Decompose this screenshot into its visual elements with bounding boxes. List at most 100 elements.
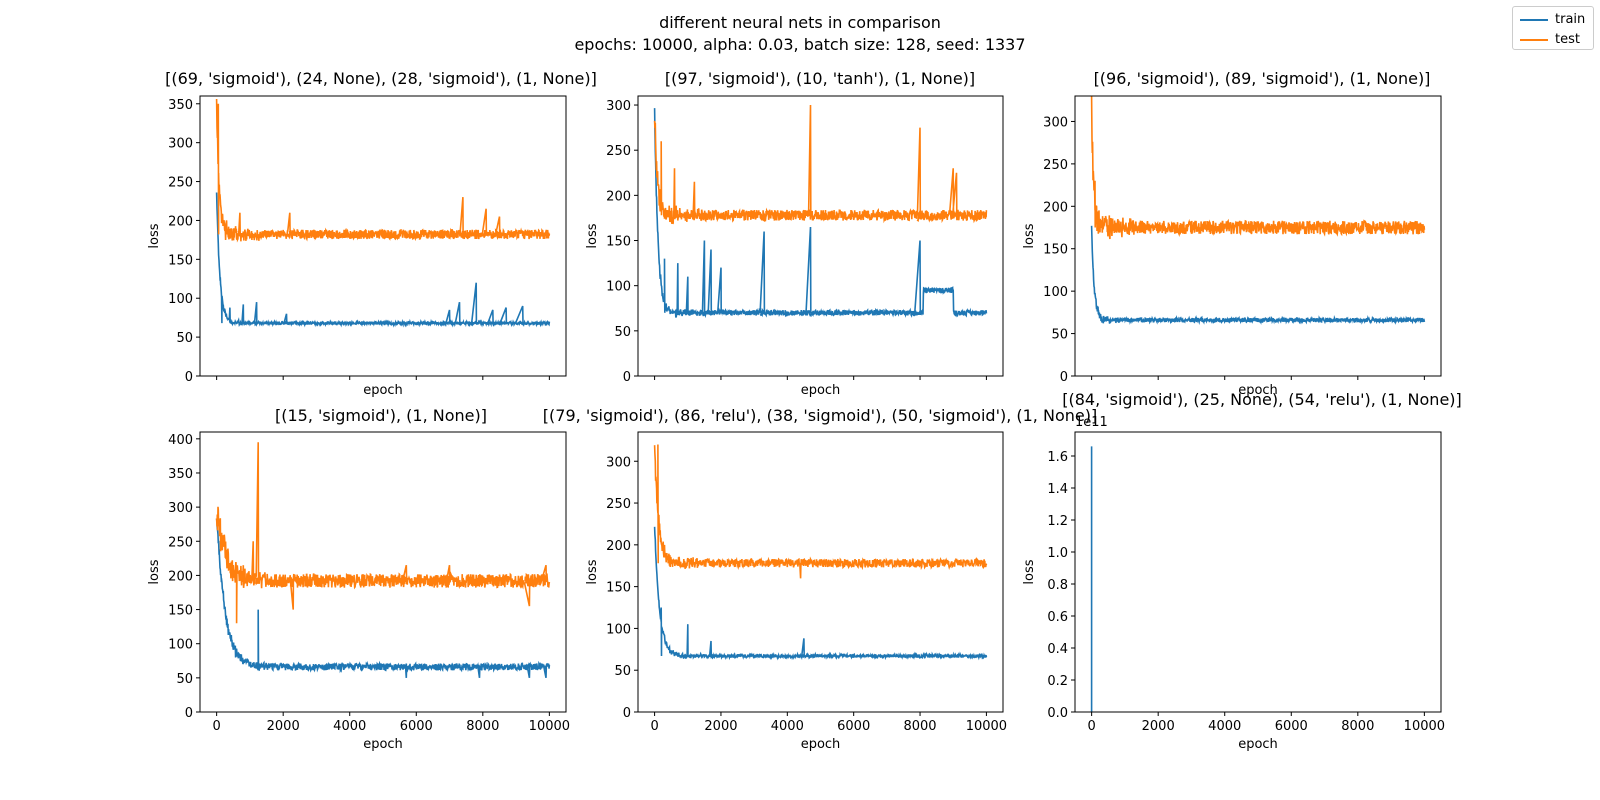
- plot3-title: [(96, 'sigmoid'), (89, 'sigmoid'), (1, N…: [1094, 69, 1431, 88]
- plot2-line-test: [653, 104, 988, 225]
- plot5-xtick-label: 10000: [966, 719, 1007, 734]
- plot5-ytick-label: 100: [606, 622, 631, 637]
- plot2-xlabel: epoch: [801, 383, 841, 398]
- plot2-ylabel: loss: [585, 223, 600, 248]
- plot5-xtick-label: 4000: [771, 719, 804, 734]
- plot6-ytick-label: 1.0: [1047, 546, 1068, 561]
- plot2-ytick-label: 250: [606, 144, 631, 159]
- plot5-ytick-label: 250: [606, 497, 631, 512]
- plot4-ytick-label: 250: [168, 535, 193, 550]
- legend-item-test: test: [1513, 30, 1595, 50]
- legend-item-train: train: [1513, 10, 1595, 30]
- plot3-axes-frame: [1074, 95, 1442, 377]
- plot3-ytick-label: 200: [1043, 200, 1068, 215]
- plot4-xtick-label: 8000: [466, 719, 499, 734]
- plot6-ylabel: loss: [1022, 559, 1037, 584]
- plot4-line-train: [215, 518, 551, 679]
- plot1-ytick-label: 300: [168, 137, 193, 152]
- plot1-ytick-label: 0: [185, 370, 193, 385]
- plot2-ytick-label: 50: [614, 325, 631, 340]
- plot3-ytick-label: 100: [1043, 285, 1068, 300]
- plot2-title: [(97, 'sigmoid'), (10, 'tanh'), (1, None…: [665, 69, 975, 88]
- plot1-ytick-label: 250: [168, 176, 193, 191]
- plot3-ytick-label: 250: [1043, 158, 1068, 173]
- plot4-ytick-label: 300: [168, 501, 193, 516]
- plot5-ytick-label: 0: [623, 706, 631, 721]
- plot5-line-train: [653, 526, 988, 661]
- plot3-ytick-label: 300: [1043, 115, 1068, 130]
- plot1-ytick-label: 200: [168, 214, 193, 229]
- plot4-xtick-label: 6000: [400, 719, 433, 734]
- plot1-ytick-label: 50: [176, 331, 193, 346]
- plot4-xtick-label: 10000: [529, 719, 570, 734]
- plot6-xtick-label: 4000: [1208, 719, 1241, 734]
- plot6-axes-frame: [1074, 431, 1442, 713]
- plot4-xtick-label: 2000: [267, 719, 300, 734]
- plot1-ylabel: loss: [147, 223, 162, 248]
- legend: train test: [1512, 6, 1594, 50]
- plot4-ytick-label: 50: [176, 672, 193, 687]
- figure-suptitle-line2: epochs: 10000, alpha: 0.03, batch size: …: [574, 35, 1026, 54]
- plot2-ytick-label: 300: [606, 99, 631, 114]
- plot6-offset-text: 1e11: [1075, 415, 1108, 430]
- figure-suptitle-line1: different neural nets in comparison: [659, 13, 941, 32]
- plot5-xtick-label: 8000: [903, 719, 936, 734]
- plot5-xtick-label: 6000: [837, 719, 870, 734]
- plot4-xtick-label: 4000: [333, 719, 366, 734]
- plot4-line-test: [215, 442, 551, 624]
- plot4-ytick-label: 0: [185, 706, 193, 721]
- plot2-ytick-label: 150: [606, 235, 631, 250]
- plot6-xtick-label: 6000: [1275, 719, 1308, 734]
- plot3-line-test: [1090, 96, 1426, 240]
- plot3-ytick-label: 50: [1051, 328, 1068, 343]
- plot2-ytick-label: 100: [606, 280, 631, 295]
- plot6-ytick-label: 0.8: [1047, 578, 1068, 593]
- plot5-ylabel: loss: [585, 559, 600, 584]
- plot4-ytick-label: 200: [168, 569, 193, 584]
- plot6-title: [(84, 'sigmoid'), (25, None), (54, 'relu…: [1062, 390, 1462, 409]
- plot5-xtick-label: 2000: [704, 719, 737, 734]
- plot5-ytick-label: 150: [606, 581, 631, 596]
- plot2-ytick-label: 0: [623, 370, 631, 385]
- plot4-title: [(15, 'sigmoid'), (1, None)]: [275, 406, 487, 425]
- plot6-ytick-label: 1.6: [1047, 450, 1068, 465]
- plot1-ytick-label: 150: [168, 253, 193, 268]
- plot3-xlabel: epoch: [1238, 383, 1278, 398]
- plot2-ytick-label: 200: [606, 189, 631, 204]
- legend-label-train: train: [1555, 12, 1586, 27]
- plot4-ytick-label: 150: [168, 604, 193, 619]
- legend-line-train: [1520, 19, 1548, 21]
- plot5-ytick-label: 200: [606, 539, 631, 554]
- plot6-xtick-label: 8000: [1341, 719, 1374, 734]
- plot3-ylabel: loss: [1022, 223, 1037, 248]
- plot5-ytick-label: 300: [606, 455, 631, 470]
- legend-line-test: [1520, 39, 1548, 41]
- plot1-title: [(69, 'sigmoid'), (24, None), (28, 'sigm…: [165, 69, 597, 88]
- plot1-xlabel: epoch: [363, 383, 403, 398]
- plot5-axes-frame: [637, 431, 1004, 713]
- plot4-ytick-label: 350: [168, 467, 193, 482]
- plot1-axes-frame: [199, 95, 567, 377]
- plot6-xtick-label: 2000: [1142, 719, 1175, 734]
- plot6-xtick-label: 0: [1087, 719, 1095, 734]
- plot4-xtick-label: 0: [212, 719, 220, 734]
- plot6-xtick-label: 10000: [1404, 719, 1445, 734]
- plot4-ytick-label: 400: [168, 433, 193, 448]
- plot6-ytick-label: 1.2: [1047, 514, 1068, 529]
- plot1-ytick-label: 100: [168, 292, 193, 307]
- plot5-xlabel: epoch: [801, 737, 841, 752]
- plot1-line-train: [215, 192, 551, 328]
- plot5-ytick-label: 50: [614, 664, 631, 679]
- plot5-title: [(79, 'sigmoid'), (86, 'relu'), (38, 'si…: [543, 406, 1097, 425]
- plot6-xlabel: epoch: [1238, 737, 1278, 752]
- plot6-ytick-label: 0.4: [1047, 642, 1068, 657]
- plot6-ytick-label: 0.0: [1047, 706, 1068, 721]
- plot2-axes-frame: [637, 95, 1004, 377]
- plot4-ylabel: loss: [147, 559, 162, 584]
- plot3-ytick-label: 150: [1043, 243, 1068, 258]
- plot6-ytick-label: 1.4: [1047, 482, 1068, 497]
- plot3-ytick-label: 0: [1060, 370, 1068, 385]
- plot5-xtick-label: 0: [650, 719, 658, 734]
- plot5-line-test: [653, 444, 988, 579]
